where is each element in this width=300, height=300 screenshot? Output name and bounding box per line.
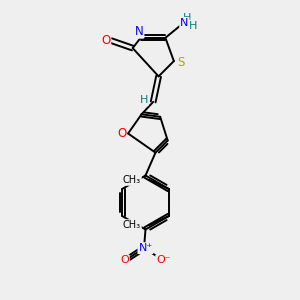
Text: O⁻: O⁻ [156, 255, 171, 266]
Text: N: N [135, 25, 143, 38]
Text: O: O [101, 34, 110, 47]
Text: N⁺: N⁺ [138, 243, 153, 253]
Text: S: S [177, 56, 184, 69]
Text: H: H [140, 95, 148, 105]
Text: O: O [117, 127, 126, 140]
Text: O: O [120, 255, 129, 266]
Text: CH₃: CH₃ [123, 220, 141, 230]
Text: H: H [183, 13, 191, 23]
Text: N: N [180, 18, 188, 28]
Text: H: H [189, 21, 197, 31]
Text: CH₃: CH₃ [123, 175, 141, 185]
